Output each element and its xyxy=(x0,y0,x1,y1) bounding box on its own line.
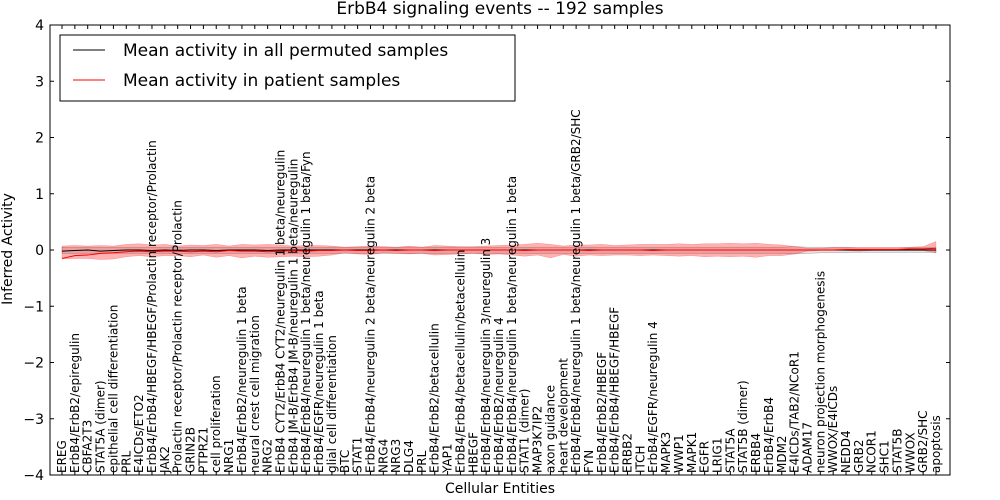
x-tick-label: ERBB4 xyxy=(749,433,763,473)
x-tick-label: STAT5B xyxy=(890,429,904,474)
x-tick-label: ErbB4 CYT2/ErbB4 CYT2/neuregulin 1 beta/… xyxy=(274,150,288,473)
x-tick-label: ErbB4/ErbB4 xyxy=(762,397,776,473)
x-tick-label: ErbB4/ErbB4/neuregulin 3/neuregulin 3 xyxy=(479,238,493,473)
patient-mean-line xyxy=(61,247,937,259)
x-tick-label: ErbB4/EGFR/neuregulin 4 xyxy=(646,321,660,473)
y-tick-label: −4 xyxy=(23,468,44,484)
plot-area xyxy=(61,241,937,260)
x-tick-label: MDM2 xyxy=(775,435,789,473)
x-tick-label: ErbB4/ErbB4/betacellulin/betacellulin xyxy=(453,250,467,473)
x-tick-label: NRG3 xyxy=(389,439,403,473)
y-axis-label: Inferred Activity xyxy=(0,193,16,305)
x-tick-label: CBFA2T3 xyxy=(81,420,95,473)
x-tick-label: MAPK1 xyxy=(685,432,699,473)
x-tick-label: LRIG1 xyxy=(711,438,725,474)
x-tick-label: GRB2/SHC xyxy=(916,410,930,473)
chart-title: ErbB4 signaling events -- 192 samples xyxy=(336,0,663,19)
x-tick-label: ErbB4/ErbB2/epiregulin xyxy=(68,333,82,473)
x-tick-label: epithelial cell differentiation xyxy=(106,305,120,473)
x-tick-label: ErbB4/ErbB2/betacellulin xyxy=(428,323,442,473)
x-tick-label: STAT5A (dimer) xyxy=(94,380,108,473)
x-tick-label: ERBB2 xyxy=(621,433,635,473)
x-tick-label: PRL xyxy=(119,450,133,473)
legend-label-patient: Mean activity in patient samples xyxy=(123,71,400,91)
x-tick-label: EGFR xyxy=(698,441,712,473)
x-tick-label: YAP1 xyxy=(441,444,455,474)
x-tick-label: MAPK3 xyxy=(659,432,673,473)
x-tick-label: apoptosis xyxy=(929,415,943,473)
x-tick-label: heart development xyxy=(556,358,570,473)
x-tick-label: ErbB4/ErbB4/neuregulin 1 beta/neuregulin… xyxy=(569,109,583,473)
y-tick-label: 0 xyxy=(35,243,44,259)
x-tick-label: PRL xyxy=(415,450,429,473)
x-tick-label: ITCH xyxy=(633,445,647,473)
y-tick-label: 4 xyxy=(35,18,44,34)
x-tick-label: GRB2 xyxy=(852,439,866,473)
axes: −4 −3 −2 −1 0 1 2 3 4 EREGErbB4/ErbB2/epiregulinC… xyxy=(23,18,950,484)
x-tick-label: PTPRZ1 xyxy=(196,427,210,473)
x-tick-label: E4ICDs/TAB2/NCoR1 xyxy=(788,351,802,473)
x-tick-label: ErbB4 JM-B/ErbB4 JM-B/neuregulin 1 beta/… xyxy=(286,159,300,473)
legend-box xyxy=(59,34,516,102)
legend-label-permuted: Mean activity in all permuted samples xyxy=(123,41,448,61)
x-tick-label: GRIN2B xyxy=(184,427,198,473)
x-tick-label: JAK2 xyxy=(158,446,172,474)
y-tick-label: 2 xyxy=(35,131,44,147)
x-tick-label: STAT5B (dimer) xyxy=(736,380,750,473)
x-tick-label: Prolactin receptor/Prolactin receptor/Pr… xyxy=(171,200,185,473)
y-tick-label: 3 xyxy=(35,74,44,90)
x-tick-label: ErbB4/ErbB4/HBEGF/HBEGF/Prolactin recept… xyxy=(145,140,159,473)
patient-range-band xyxy=(61,241,937,260)
x-tick-label: STAT1 (dimer) xyxy=(518,389,532,473)
x-tick-label: DLG4 xyxy=(402,440,416,473)
x-tick-label: WWOX xyxy=(903,432,917,473)
x-tick-label: NCOR1 xyxy=(865,430,879,473)
x-tick-label: EREG xyxy=(55,440,69,473)
x-tick-label: neuron projection morphogenesis xyxy=(813,271,827,473)
x-tick-label: ErbB4/ErbB2/neuregulin 1 beta xyxy=(235,286,249,473)
legend: Mean activity in all permuted samples Me… xyxy=(59,34,516,102)
x-tick-label: SHC1 xyxy=(878,440,892,473)
x-tick-label: ErbB4/ErbB2/HBEGF xyxy=(595,352,609,473)
x-tick-label: cell proliferation xyxy=(209,375,223,473)
x-tick-label: FYN xyxy=(582,450,596,473)
x-axis-label: Cellular Entities xyxy=(445,481,555,497)
x-tick-label: E4ICDs/ETO2 xyxy=(132,394,146,473)
x-tick-label: MAP3K7IP2 xyxy=(531,406,545,473)
x-tick-label: STAT5A xyxy=(723,428,737,473)
x-tick-label: WWP1 xyxy=(672,434,686,473)
y-tick-label: −3 xyxy=(23,412,44,428)
x-tick-label: neural crest cell migration xyxy=(248,315,262,473)
y-tick-label: −2 xyxy=(23,356,44,372)
x-tick-label: WWOX/E4ICDs xyxy=(826,386,840,473)
x-tick-label: NEDD4 xyxy=(839,430,853,473)
x-tick-label: ErbB4/ErbB4/HBEGF/HBEGF xyxy=(608,307,622,473)
x-tick-label: glial cell differentiation xyxy=(325,335,339,473)
x-tick-label: ErbB4/ErbB4/neuregulin 2 beta/neuregulin… xyxy=(363,176,377,473)
x-tick-label: ADAM17 xyxy=(800,422,814,473)
x-tick-label: ErbB4/ErbB2/neuregulin 4 xyxy=(492,317,506,473)
x-tick-label: BTC xyxy=(338,450,352,473)
x-tick-label: axon guidance xyxy=(543,385,557,473)
x-tick-label: ErbB4/ErbB4/neuregulin 1 beta/neuregulin… xyxy=(299,151,313,473)
x-tick-label: ErbB4/EGFR/neuregulin 1 beta xyxy=(312,290,326,473)
y-tick-label: −1 xyxy=(23,299,44,315)
x-tick-label: HBEGF xyxy=(466,432,480,473)
y-tick-label: 1 xyxy=(35,187,44,203)
x-tick-label: NRG1 xyxy=(222,439,236,473)
x-tick-label: NRG4 xyxy=(376,439,390,473)
x-tick-label: NRG2 xyxy=(261,439,275,473)
x-tick-label: ErbB4/ErbB4/neuregulin 1 beta/neuregulin… xyxy=(505,176,519,473)
x-tick-label: STAT1 xyxy=(351,437,365,473)
